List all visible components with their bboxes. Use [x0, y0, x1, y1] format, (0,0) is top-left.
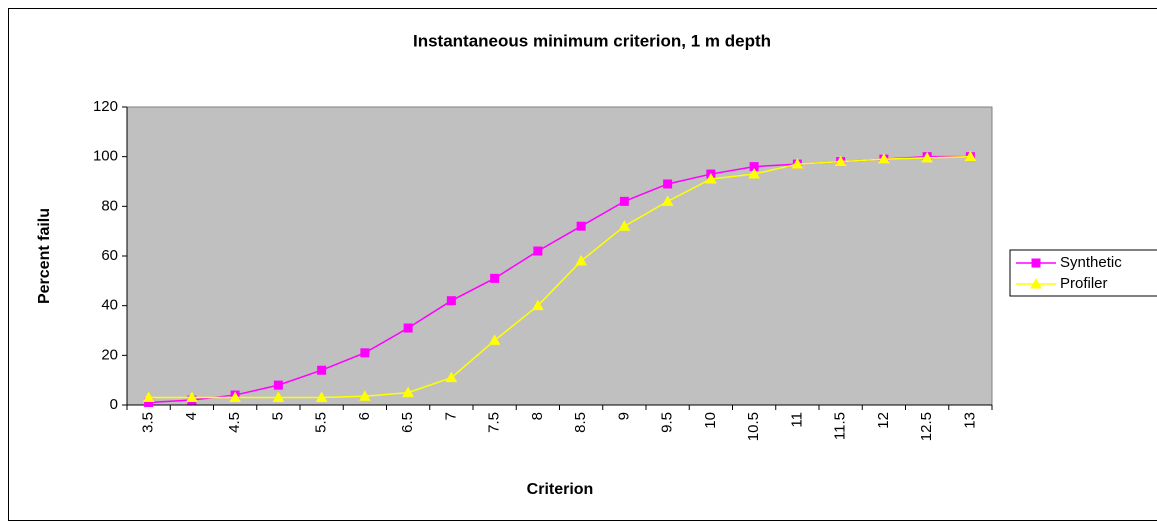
- x-tick-label: 3.5: [140, 412, 157, 433]
- marker: [705, 172, 717, 184]
- marker: [490, 273, 500, 283]
- marker: [533, 246, 543, 256]
- y-tick-label: 20: [101, 346, 118, 363]
- chart-title: Instantaneous minimum criterion, 1 m dep…: [413, 31, 771, 50]
- marker: [921, 151, 933, 163]
- x-tick-label: 11: [788, 412, 805, 428]
- marker: [229, 391, 241, 403]
- marker: [403, 323, 413, 333]
- y-tick-label: 40: [101, 297, 118, 314]
- x-tick-label: 7.5: [486, 412, 503, 433]
- x-tick-label: 5.5: [313, 412, 330, 433]
- marker: [532, 299, 544, 311]
- marker: [317, 365, 327, 375]
- marker: [661, 195, 674, 206]
- marker: [402, 386, 414, 398]
- series-line: [148, 155, 971, 399]
- y-tick-label: 0: [110, 396, 118, 413]
- marker: [315, 391, 328, 403]
- x-axis-title: Criterion: [527, 481, 594, 498]
- marker: [663, 179, 673, 189]
- marker: [360, 348, 370, 358]
- x-tick-label: 10: [702, 412, 719, 429]
- y-tick-label: 80: [101, 197, 118, 214]
- x-tick-label: 12: [875, 412, 892, 429]
- marker: [791, 158, 804, 169]
- x-tick-label: 13: [961, 412, 978, 429]
- x-tick-label: 4: [183, 412, 200, 420]
- marker: [964, 150, 977, 162]
- y-tick-label: 120: [93, 98, 118, 115]
- marker: [272, 391, 285, 403]
- y-tick-label: 60: [101, 247, 118, 264]
- x-tick-label: 6.5: [399, 412, 416, 433]
- x-tick-label: 11.5: [832, 412, 849, 440]
- y-axis-title: Percent failu: [36, 208, 53, 304]
- marker: [446, 296, 456, 306]
- marker: [748, 168, 760, 179]
- marker: [575, 254, 587, 266]
- marker: [359, 390, 371, 401]
- x-tick-label: 7: [442, 412, 459, 420]
- marker: [834, 155, 847, 167]
- x-tick-label: 6: [356, 412, 373, 420]
- marker: [445, 371, 458, 383]
- plot-area: [126, 106, 993, 406]
- x-tick-label: 10.5: [745, 412, 762, 441]
- x-tick-label: 8: [529, 412, 546, 420]
- legend-label: Profiler: [1060, 275, 1108, 292]
- x-tick-label: 4.5: [226, 412, 243, 433]
- x-tick-label: 9.5: [659, 412, 676, 433]
- marker: [142, 391, 155, 403]
- marker: [619, 196, 629, 206]
- y-tick-label: 100: [93, 148, 118, 165]
- x-tick-label: 5: [269, 412, 286, 420]
- legend-marker: [1030, 277, 1042, 289]
- marker: [186, 391, 198, 403]
- marker: [878, 153, 890, 164]
- x-tick-label: 12.5: [918, 412, 935, 441]
- legend-label: Synthetic: [1060, 254, 1122, 271]
- x-tick-label: 9: [615, 412, 632, 420]
- marker: [618, 220, 631, 231]
- legend-marker: [1031, 258, 1041, 268]
- x-tick-label: 8.5: [572, 412, 589, 433]
- marker: [488, 334, 501, 345]
- marker: [576, 221, 586, 231]
- marker: [273, 380, 283, 390]
